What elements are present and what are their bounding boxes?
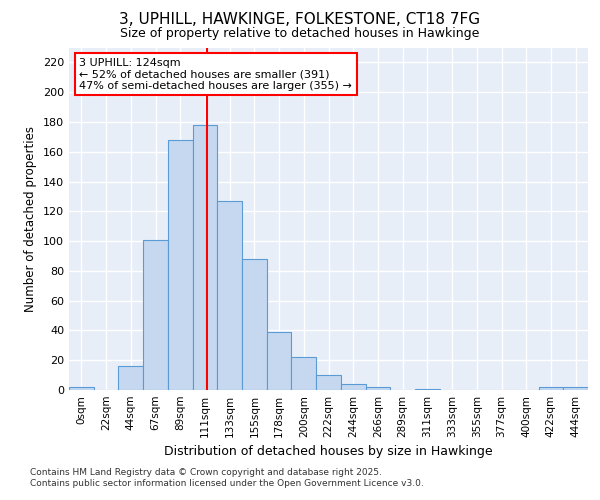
Bar	[415, 388, 440, 390]
Text: Contains HM Land Registry data © Crown copyright and database right 2025.
Contai: Contains HM Land Registry data © Crown c…	[30, 468, 424, 487]
Bar	[168, 140, 193, 390]
Bar	[539, 387, 563, 390]
Bar	[193, 125, 217, 390]
Y-axis label: Number of detached properties: Number of detached properties	[25, 126, 37, 312]
Text: 3, UPHILL, HAWKINGE, FOLKESTONE, CT18 7FG: 3, UPHILL, HAWKINGE, FOLKESTONE, CT18 7F…	[119, 12, 481, 28]
Bar	[118, 366, 143, 390]
Bar	[563, 387, 588, 390]
Bar	[292, 357, 316, 390]
Bar	[316, 375, 341, 390]
Text: 3 UPHILL: 124sqm
← 52% of detached houses are smaller (391)
47% of semi-detached: 3 UPHILL: 124sqm ← 52% of detached house…	[79, 58, 352, 91]
Bar	[217, 201, 242, 390]
X-axis label: Distribution of detached houses by size in Hawkinge: Distribution of detached houses by size …	[164, 446, 493, 458]
Bar	[69, 387, 94, 390]
Bar	[267, 332, 292, 390]
Bar	[341, 384, 365, 390]
Bar	[365, 387, 390, 390]
Bar	[242, 259, 267, 390]
Text: Size of property relative to detached houses in Hawkinge: Size of property relative to detached ho…	[121, 28, 479, 40]
Bar	[143, 240, 168, 390]
